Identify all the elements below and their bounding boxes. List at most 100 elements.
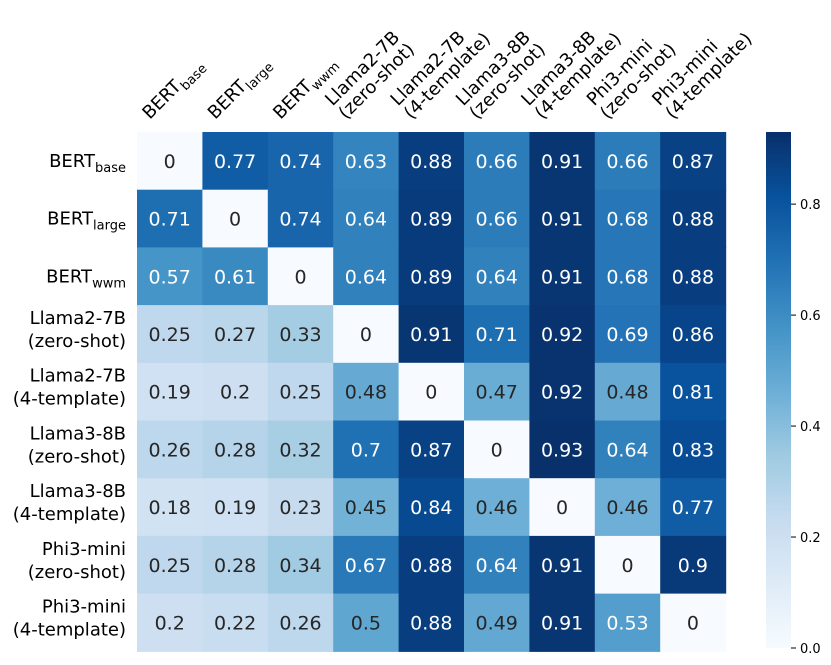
cell-value-r6-c7: 0.46 (606, 497, 648, 519)
column-label-1: BERTlarge (204, 53, 277, 126)
heatmap-cell-r4-c2 (267, 362, 334, 422)
cell-value-r2-c4: 0.89 (410, 266, 452, 288)
cell-value-r8-c1: 0.22 (214, 612, 256, 634)
cell-value-r1-c8: 0.88 (672, 209, 714, 231)
cell-value-r8-c4: 0.88 (410, 612, 452, 634)
cell-value-r1-c3: 0.64 (345, 209, 387, 231)
row-label-2: BERTwwm (46, 266, 126, 291)
heatmap-cell-r8-c8 (660, 593, 727, 652)
cell-value-r8-c8: 0 (687, 612, 699, 634)
heatmap-cell-r4-c4 (398, 362, 465, 422)
cell-value-r6-c5: 0.46 (476, 497, 518, 519)
cell-value-r8-c3: 0.5 (351, 612, 381, 634)
cell-value-r5-c7: 0.64 (606, 439, 648, 461)
heatmap-cell-r4-c5 (464, 362, 530, 422)
cell-value-r3-c6: 0.92 (541, 324, 583, 346)
heatmap-cell-r1-c1 (202, 189, 269, 248)
heatmap-cell-r6-c0 (137, 478, 203, 537)
column-labels: BERTbaseBERTlargeBERTwwmLlama2-7B(zero-s… (138, 27, 756, 126)
cell-value-r4-c8: 0.81 (672, 382, 714, 404)
heatmap-cell-r4-c0 (137, 362, 203, 422)
column-label-0: BERTbase (138, 61, 210, 123)
heatmap-cell-r7-c8 (660, 535, 727, 595)
cell-value-r8-c5: 0.49 (476, 612, 518, 634)
heatmap-cell-r4-c1 (202, 362, 269, 422)
heatmap-cell-r2-c3 (333, 247, 400, 306)
cell-value-r1-c5: 0.66 (476, 209, 518, 231)
heatmap-cell-r7-c4 (398, 535, 465, 595)
cell-value-r2-c1: 0.61 (214, 266, 256, 288)
row-label-1: BERTlarge (47, 209, 126, 234)
heatmap-cell-r8-c2 (267, 593, 334, 652)
heatmap-cell-r0-c4 (398, 132, 465, 191)
cell-value-r8-c6: 0.91 (541, 612, 583, 634)
heatmap-cell-r3-c8 (660, 305, 727, 364)
cell-value-r5-c8: 0.83 (672, 439, 714, 461)
cell-value-r2-c7: 0.68 (606, 266, 648, 288)
heatmap-cell-r5-c6 (529, 420, 596, 479)
cell-value-r0-c0: 0 (164, 151, 176, 173)
cell-value-r4-c7: 0.48 (606, 382, 648, 404)
cell-value-r2-c6: 0.91 (541, 266, 583, 288)
cell-value-r1-c6: 0.91 (541, 209, 583, 231)
heatmap-cell-r1-c5 (464, 189, 530, 248)
row-label-5-line-1: (zero-shot) (28, 446, 126, 467)
heatmap-cell-r7-c5 (464, 535, 530, 595)
colorbar-tick-label-4: 0.8 (800, 198, 821, 213)
heatmap-cell-r2-c2 (267, 247, 334, 306)
cell-value-r5-c3: 0.7 (351, 439, 381, 461)
cell-value-r4-c3: 0.48 (345, 382, 387, 404)
cell-value-r6-c0: 0.18 (149, 497, 191, 519)
colorbar-tick-label-1: 0.2 (800, 531, 821, 546)
row-label-8-line-1: (4-template) (13, 619, 126, 640)
heatmap-cell-r6-c4 (398, 478, 465, 537)
heatmap-cell-r5-c8 (660, 420, 727, 479)
heatmap-cell-r8-c6 (529, 593, 596, 652)
row-label-5-line-0: Llama3-8B (30, 423, 126, 444)
cell-value-r1-c4: 0.89 (410, 209, 452, 231)
cell-value-r1-c0: 0.71 (149, 209, 191, 231)
cell-value-r4-c6: 0.92 (541, 382, 583, 404)
heatmap-cell-r2-c8 (660, 247, 727, 306)
cell-value-r2-c3: 0.64 (345, 266, 387, 288)
cell-value-r4-c2: 0.25 (279, 382, 321, 404)
cell-value-r2-c5: 0.64 (476, 266, 518, 288)
cell-value-r2-c2: 0 (294, 266, 306, 288)
cell-value-r8-c0: 0.2 (155, 612, 185, 634)
heatmap-cell-r4-c7 (594, 362, 661, 422)
cell-value-r3-c5: 0.71 (476, 324, 518, 346)
heatmap-cell-r2-c0 (137, 247, 203, 306)
cell-value-r0-c5: 0.66 (476, 151, 518, 173)
cell-value-r3-c1: 0.27 (214, 324, 256, 346)
heatmap-cell-r0-c6 (529, 132, 596, 191)
row-label-4-line-0: Llama2-7B (30, 366, 126, 387)
heatmap-cell-r6-c5 (464, 478, 530, 537)
heatmap-cell-r1-c3 (333, 189, 400, 248)
cell-value-r7-c4: 0.88 (410, 555, 452, 577)
cell-value-r1-c1: 0 (229, 209, 241, 231)
row-label-6-line-1: (4-template) (13, 504, 126, 525)
cell-value-r6-c1: 0.19 (214, 497, 256, 519)
cell-value-r0-c6: 0.91 (541, 151, 583, 173)
row-label-7-line-0: Phi3-mini (42, 539, 126, 560)
cell-value-r4-c4: 0 (425, 382, 437, 404)
heatmap-cell-r5-c0 (137, 420, 203, 479)
heatmap-cell-r4-c3 (333, 362, 400, 422)
heatmap-cell-r8-c4 (398, 593, 465, 652)
colorbar: 0.0 0.2 0.4 0.6 0.8 (766, 132, 821, 657)
heatmap-cell-r2-c1 (202, 247, 269, 306)
heatmap-cell-r1-c0 (137, 189, 203, 248)
column-label-1-text: BERTlarge (204, 53, 277, 126)
heatmap-cell-r3-c1 (202, 305, 269, 364)
heatmap-cell-r0-c5 (464, 132, 530, 191)
cell-value-r3-c3: 0 (360, 324, 372, 346)
heatmap-cell-r8-c7 (594, 593, 661, 652)
heatmap-cell-r8-c3 (333, 593, 400, 652)
cell-value-r4-c0: 0.19 (149, 382, 191, 404)
heatmap-cell-r6-c2 (267, 478, 334, 537)
cell-value-r7-c6: 0.91 (541, 555, 583, 577)
cell-value-r5-c4: 0.87 (410, 439, 452, 461)
heatmap-cell-r3-c0 (137, 305, 203, 364)
heatmap-cell-r4-c6 (529, 362, 596, 422)
cell-value-r7-c7: 0 (621, 555, 633, 577)
